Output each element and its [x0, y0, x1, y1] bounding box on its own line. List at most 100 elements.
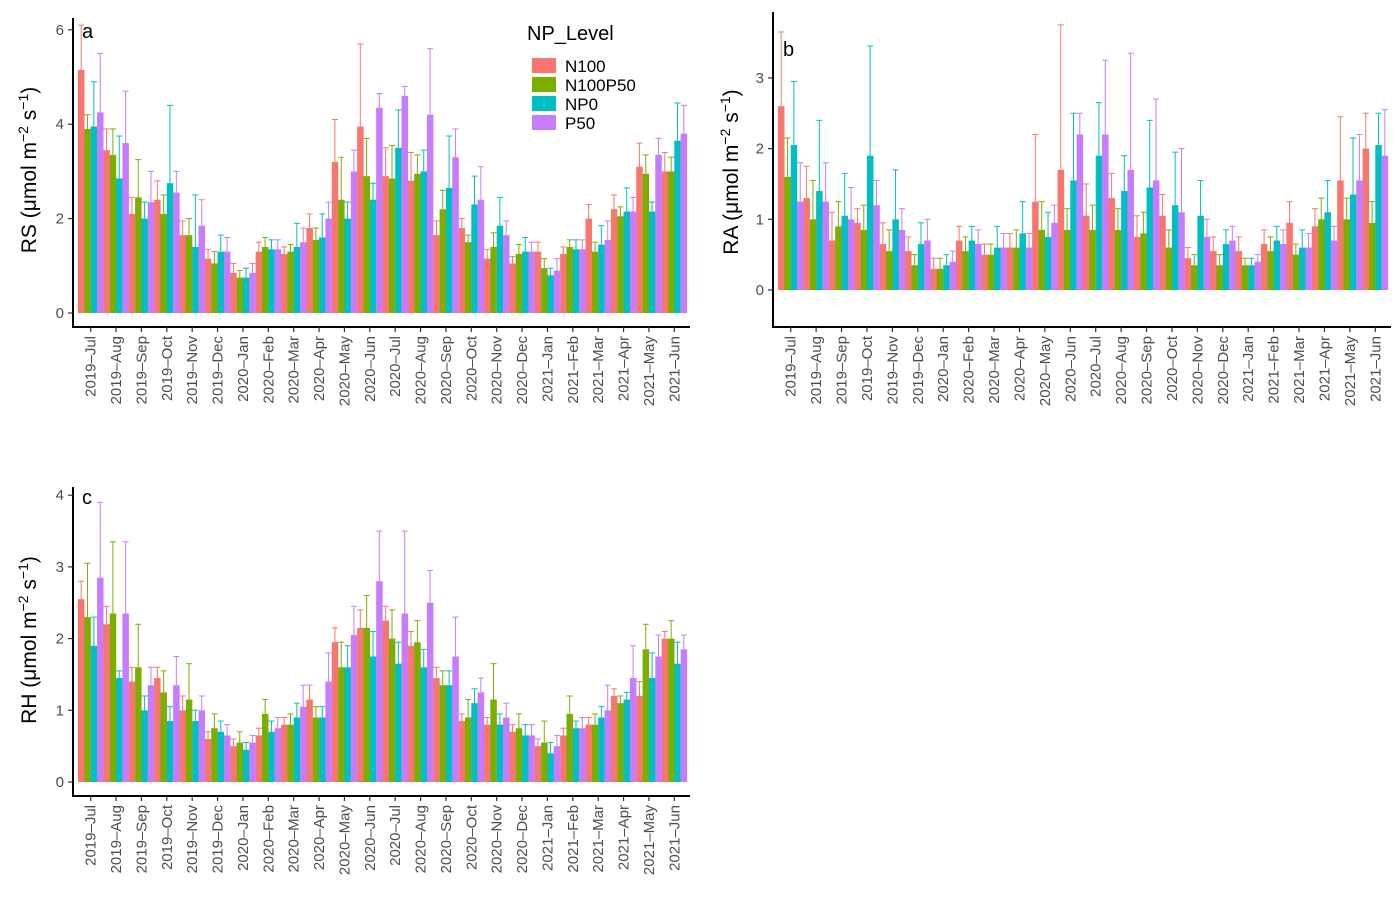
panel-c-y-axis-title: RH (μmol m−2 s−1): [15, 556, 41, 724]
panel-a-bar-np0-7: [268, 249, 275, 313]
panel-b-bar-n100-22: [1337, 180, 1344, 290]
panel-c-bar-n100-11: [357, 627, 364, 782]
panel-c-y-tick-label-4: 4: [56, 487, 64, 504]
panel-a-x-tick-label-6: 2020–Jan: [235, 336, 252, 402]
panel-b-bar-n100p50-11: [1063, 229, 1071, 290]
panel-c-bar-n100-9: [306, 699, 313, 782]
panel-a-bar-np0-9: [319, 237, 326, 313]
panel-c-bar-n100-7: [255, 735, 263, 782]
panel-c-bar-p50-10: [350, 635, 358, 782]
panel-a-bar-n100p50-6: [236, 277, 244, 313]
panel-a-bar-np0-11: [369, 199, 377, 313]
panel-c-x-tick-label-18: 2021–Jan: [539, 805, 556, 871]
panel-a-x-tick-label-8: 2020–Mar: [286, 336, 303, 404]
panel-b-bar-p50-8: [1000, 247, 1007, 290]
panel-a-bar-n100p50-20: [591, 251, 599, 313]
panel-c-x-tick-label-16: 2020–Nov: [489, 805, 506, 874]
panel-b-bar-n100-3: [854, 222, 861, 290]
panel-b-x-tick-label-12: 2020–Jul: [1088, 336, 1105, 397]
panel-c-bar-p50-1: [122, 613, 129, 782]
panel-b-bar-p50-19: [1279, 244, 1287, 290]
panel-a-bar-np0-0: [90, 126, 98, 313]
panel-a-y-tick-label-6: 6: [56, 22, 64, 39]
panel-c-y-tick-label-2: 2: [56, 631, 64, 648]
panel-a-bar-n100p50-4: [185, 235, 193, 313]
panel-a-bar-p50-19: [579, 249, 586, 313]
panel-c-bar-n100-3: [154, 678, 161, 782]
panel-a-bar-p50-15: [477, 199, 485, 313]
panel-b-x-tick-label-16: 2020–Nov: [1189, 336, 1206, 405]
panel-a-bar-n100-6: [230, 272, 237, 313]
panel-a-x-tick-label-0: 2019–Jul: [83, 336, 100, 397]
panel-c-bar-n100p50-21: [617, 703, 624, 782]
legend-swatch-np0: [532, 96, 556, 111]
panel-b-bar-p50-10: [1051, 222, 1058, 290]
panel-a-x-tick-label-16: 2020–Nov: [489, 336, 506, 405]
panel-b-x-tick-label-2: 2019–Sep: [834, 336, 851, 404]
panel-b-x-tick-label-21: 2021–Apr: [1316, 336, 1333, 401]
panel-c-bar-p50-8: [300, 706, 307, 782]
panel-a-bar-p50-10: [350, 171, 358, 313]
panel-a-x-tick-label-9: 2020–Apr: [311, 336, 328, 401]
panel-a-bar-p50-0: [97, 112, 104, 314]
panel-c-bar-n100p50-4: [185, 699, 193, 782]
panel-b-bar-n100p50-16: [1191, 265, 1198, 290]
panel-a-bar-n100p50-9: [312, 239, 320, 313]
panel-a-bar-n100-22: [636, 166, 643, 313]
panel-a-bar-n100p50-3: [160, 213, 167, 313]
panel-a-bar-p50-13: [426, 114, 434, 313]
panel-c-bar-n100p50-11: [363, 627, 370, 782]
panel-a-x-tick-label-20: 2021–Mar: [590, 336, 607, 404]
legend-label-p50: P50: [565, 114, 595, 133]
panel-a-bar-n100-11: [357, 126, 364, 313]
panel-c-bar-n100p50-8: [287, 724, 294, 782]
panel-c-bar-p50-16: [503, 717, 510, 782]
panel-b-bar-n100p50-18: [1241, 265, 1249, 290]
panel-c-bar-p50-7: [274, 728, 282, 782]
panel-a-bar-p50-9: [325, 218, 332, 313]
panel-c-y-tick-label-1: 1: [56, 702, 64, 719]
panel-c-bar-n100p50-2: [135, 667, 142, 782]
panel-c-bar-np0-8: [293, 717, 301, 782]
panel-b-bar-n100p50-19: [1267, 251, 1274, 290]
legend-title: NP_Level: [527, 23, 614, 45]
panel-b-bar-n100-5: [905, 251, 912, 290]
panel-c-bar-np0-20: [598, 717, 605, 782]
panel-a-bar-p50-7: [274, 249, 282, 313]
panel-a-bar-p50-1: [122, 143, 129, 313]
panel-b-x-tick-label-20: 2021–Mar: [1291, 336, 1308, 404]
panel-a-bar-p50-11: [376, 107, 383, 314]
panel-b-bar-n100-19: [1260, 244, 1268, 290]
panel-a-x-tick-label-7: 2020–Feb: [260, 336, 277, 404]
panel-b-bar-n100p50-7: [962, 251, 969, 290]
panel-c-bar-n100p50-12: [388, 638, 396, 782]
panel-b-x-tick-label-3: 2019–Oct: [859, 335, 876, 401]
panel-b-bar-np0-17: [1222, 244, 1230, 290]
panel-c-x-tick-label-3: 2019–Oct: [159, 804, 176, 870]
panel-c-bar-np0-10: [344, 667, 351, 782]
panel-a-x-tick-label-17: 2020–Dec: [514, 336, 531, 405]
panel-a-bar-n100p50-18: [541, 268, 548, 313]
panel-b-bar-n100p50-15: [1165, 247, 1173, 290]
panel-c-bar-p50-15: [477, 692, 485, 783]
panel-a-bar-n100-7: [255, 251, 263, 313]
panel-b-bar-p50-7: [974, 244, 982, 290]
panel-a-bar-n100p50-23: [667, 171, 675, 313]
panel-b-axes: [772, 12, 1391, 328]
panel-b-bar-n100-15: [1159, 215, 1166, 290]
panel-b-x-tick-label-7: 2020–Feb: [961, 336, 978, 404]
panel-c-bar-np0-19: [572, 728, 580, 782]
panel-a-x-tick-label-15: 2020–Oct: [463, 335, 480, 401]
panel-b-bar-p50-20: [1305, 247, 1312, 290]
panel-a-bar-n100-3: [154, 199, 161, 313]
panel-b-y-tick-label-3: 3: [756, 70, 764, 87]
panel-a-bar-n100-1: [103, 150, 110, 313]
panel-b-x-tick-label-9: 2020–Apr: [1011, 336, 1028, 401]
panel-a-bar-n100-8: [281, 254, 288, 313]
panel-b-bar-p50-4: [898, 229, 906, 290]
panel-a-bar-p50-23: [680, 133, 688, 313]
panel-c-bar-n100-20: [585, 724, 592, 782]
panel-c-bar-n100p50-14: [439, 685, 447, 782]
